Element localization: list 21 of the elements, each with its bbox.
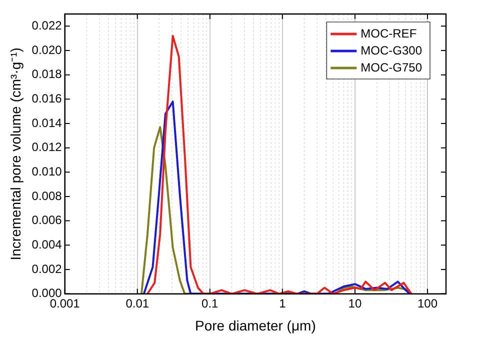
legend-label: MOC-REF — [360, 26, 417, 40]
y-tick-label: 0.006 — [32, 213, 62, 228]
legend-label: MOC-G300 — [360, 43, 422, 58]
y-tick-label: 0.016 — [32, 91, 62, 106]
y-tick-label: 0.022 — [32, 18, 62, 32]
x-tick-label: 100 — [417, 296, 438, 310]
y-tick-label: 0.012 — [32, 140, 62, 154]
y-tick-label: 0.002 — [32, 262, 62, 276]
y-tick-label: 0.008 — [32, 188, 62, 203]
y-axis-title: Incremental pore volume (cm³·g⁻¹) — [7, 48, 24, 260]
legend-label: MOC-G750 — [360, 60, 422, 74]
x-tick-label: 0.1 — [202, 296, 219, 310]
x-axis-title: Pore diameter (μm) — [194, 317, 316, 334]
x-tick-label: 10 — [348, 296, 362, 310]
x-tick-label: 1 — [279, 296, 286, 310]
y-tick-label: 0.004 — [32, 237, 62, 252]
y-tick-label: 0.020 — [32, 42, 62, 57]
y-tick-label: 0.018 — [32, 67, 62, 82]
x-tick-label: 0.01 — [126, 296, 150, 310]
y-tick-label: 0.010 — [32, 164, 62, 178]
y-tick-label: 0.014 — [32, 116, 62, 130]
